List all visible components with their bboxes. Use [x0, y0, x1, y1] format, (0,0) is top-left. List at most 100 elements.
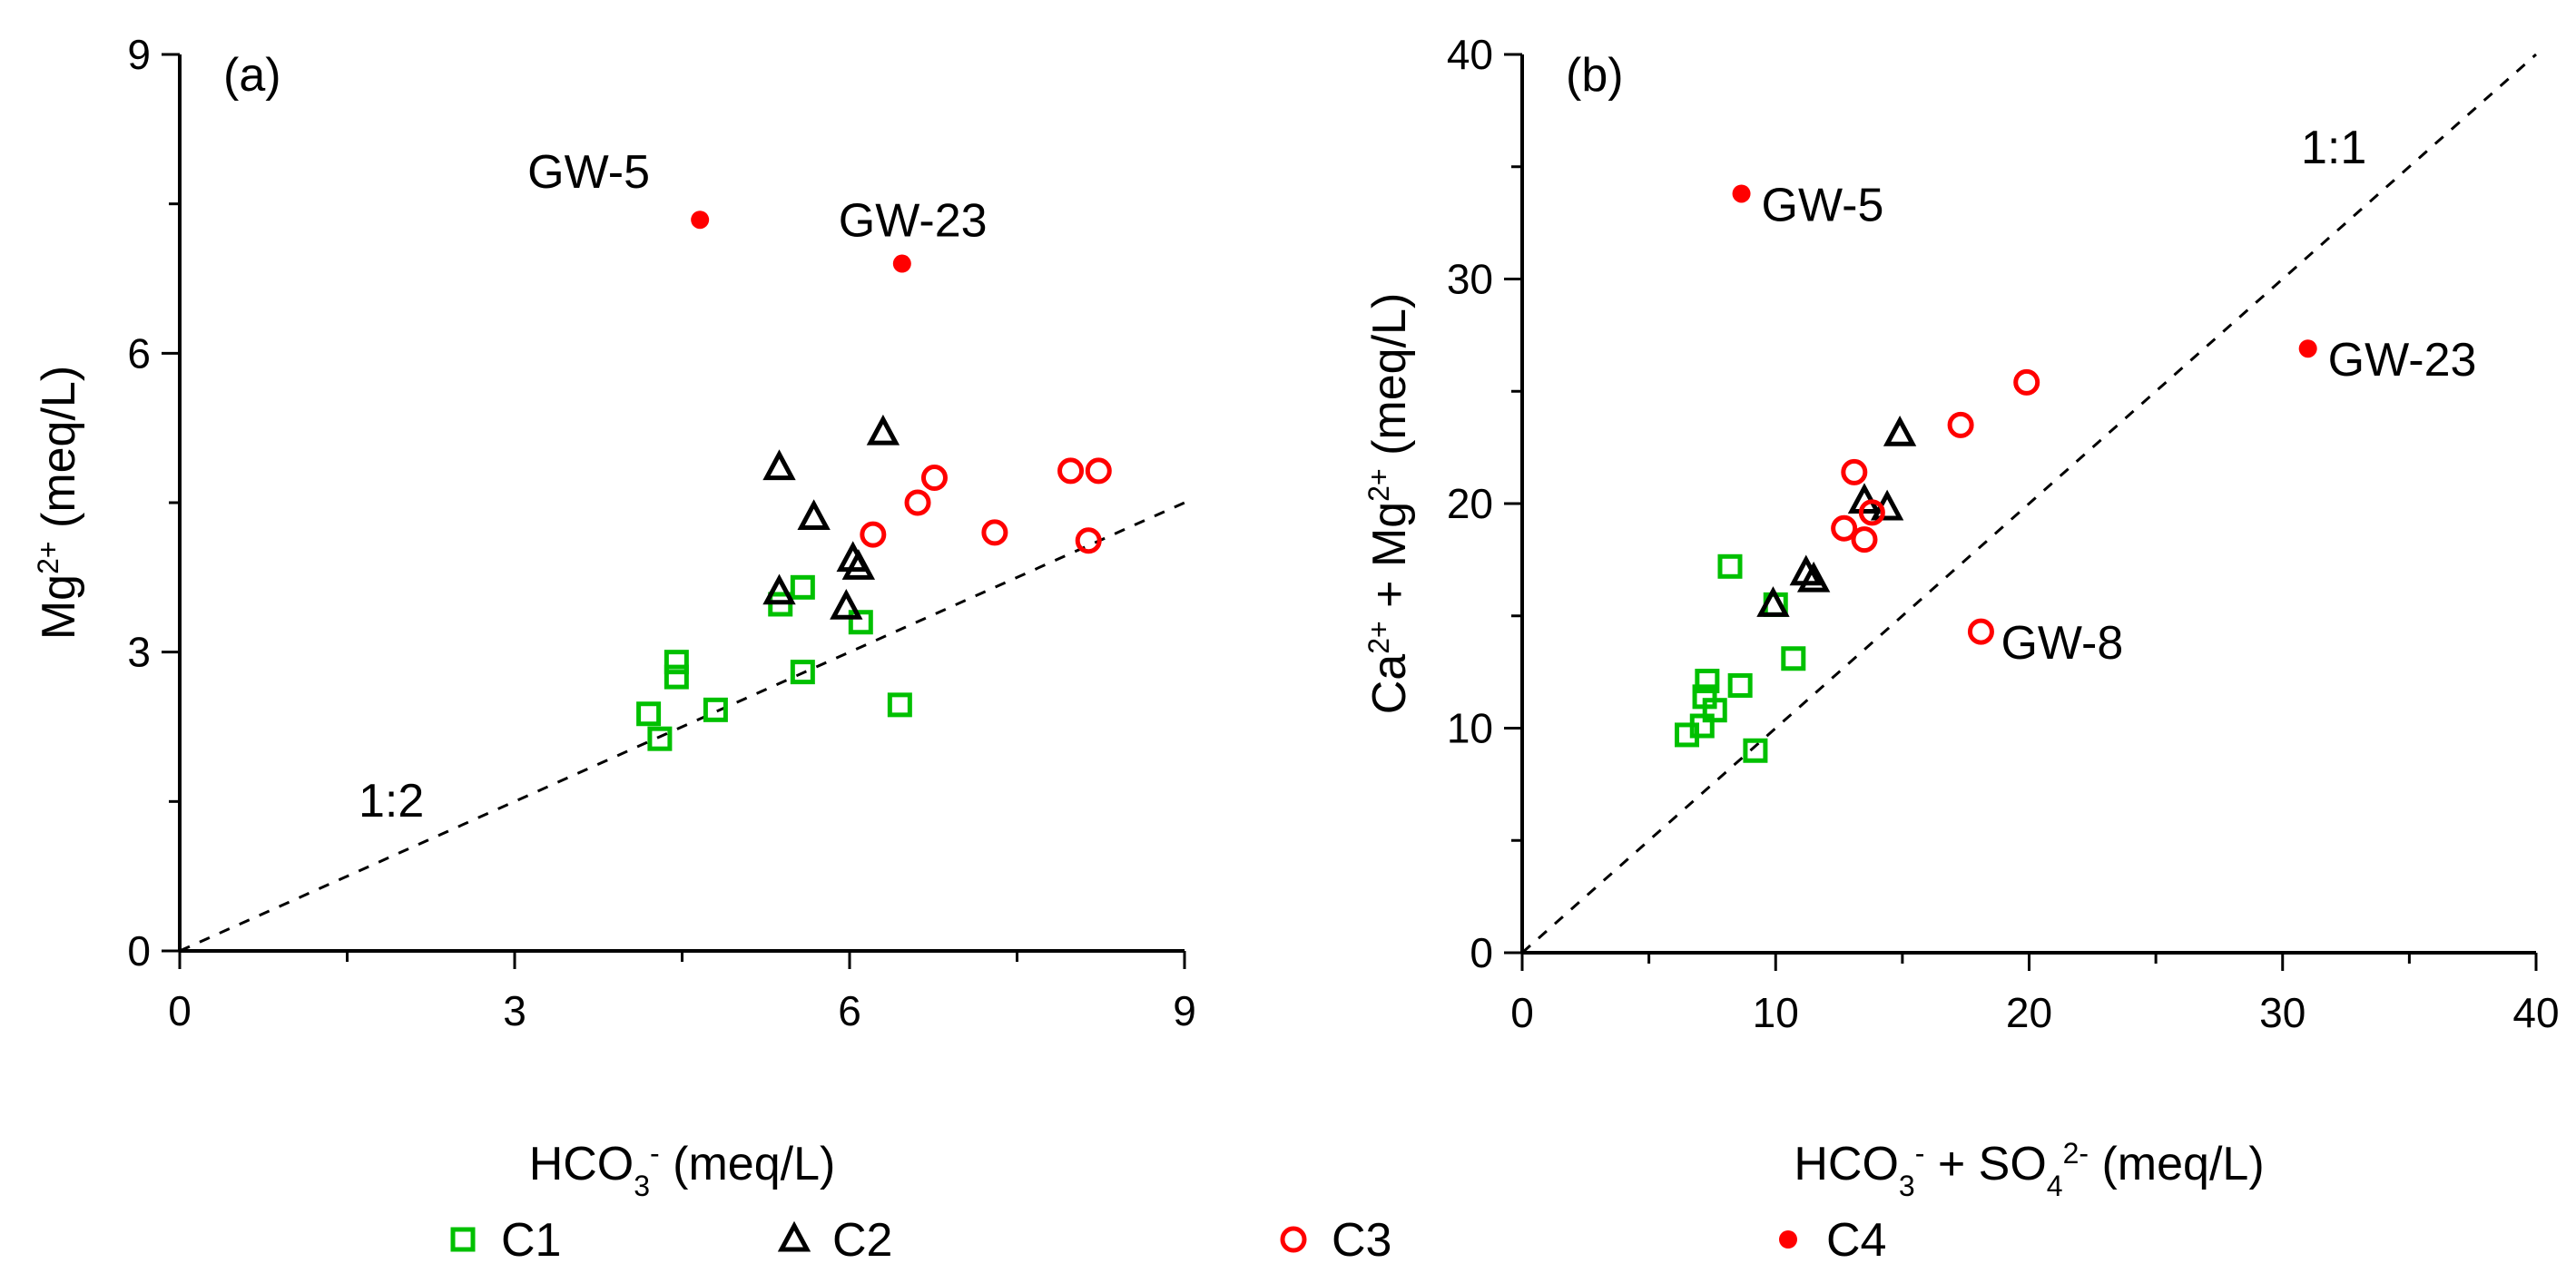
unit: (meq/L) — [660, 1138, 836, 1190]
data-point-c3 — [1057, 457, 1085, 485]
data-point-c3 — [1851, 526, 1878, 553]
sample-label: GW-5 — [1762, 179, 1884, 231]
unit: (meq/L) — [1363, 293, 1416, 469]
sample-label: GW-23 — [839, 195, 988, 248]
x-tick-label: 3 — [503, 987, 526, 1034]
data-point-c3 — [860, 521, 887, 548]
x-tick-label: 40 — [2512, 989, 2559, 1036]
data-point-c1 — [790, 574, 815, 600]
data-point-c1 — [1727, 672, 1753, 698]
sup: 2+ — [1362, 621, 1395, 653]
y-tick-label: 0 — [127, 927, 151, 974]
data-point-c2 — [762, 573, 796, 605]
panel-label: (b) — [1566, 49, 1624, 102]
base: Mg — [33, 574, 85, 640]
panel-b: 0 10 20 30 40 0 10 20 30 40 HCO3- + SO42- (meq/L) C… — [1362, 31, 2560, 1202]
data-point-c2 — [866, 414, 900, 446]
base: HCO — [529, 1138, 634, 1190]
y-tick-label: 9 — [127, 31, 151, 78]
base: + Mg — [1363, 502, 1416, 622]
x-tick-label: 20 — [2006, 989, 2052, 1036]
data-point-c3 — [1085, 457, 1112, 485]
x-tick-label: 10 — [1753, 989, 1799, 1036]
data-point-c1 — [1743, 738, 1768, 763]
sub: 4 — [2047, 1170, 2063, 1202]
reference-line-label: 1:1 — [2301, 122, 2366, 174]
base: + SO — [1924, 1138, 2046, 1190]
data-point-c3 — [904, 489, 931, 516]
panel-label: (a) — [223, 49, 281, 102]
x-tick-label: 30 — [2259, 989, 2306, 1036]
data-point-c4 — [892, 254, 911, 273]
legend-marker-c1 — [450, 1227, 476, 1252]
data-point-c2 — [1756, 586, 1790, 617]
data-point-c3 — [1831, 514, 1858, 542]
data-point-c1 — [664, 650, 689, 675]
legend-label-c2: C2 — [832, 1214, 892, 1267]
x-axis-title: HCO3- + SO42- (meq/L) — [1794, 1137, 2264, 1202]
sample-label: GW-23 — [2328, 334, 2477, 387]
y-tick-label: 20 — [1447, 480, 1493, 527]
y-tick-label: 30 — [1447, 256, 1493, 303]
y-tick-label: 40 — [1447, 31, 1493, 78]
data-point-c1 — [887, 692, 912, 718]
y-axis-title: Mg2+ (meq/L) — [32, 366, 85, 640]
data-point-c2 — [797, 499, 831, 530]
data-point-c1 — [636, 701, 662, 727]
data-point-c4 — [1732, 184, 1751, 203]
legend-label-c1: C1 — [501, 1214, 561, 1267]
sup: 2+ — [1362, 468, 1395, 501]
x-tick-label: 0 — [1510, 989, 1534, 1036]
data-point-c1 — [1702, 698, 1727, 723]
data-point-c1 — [1781, 646, 1806, 671]
data-point-c4 — [691, 211, 710, 230]
sup: 2+ — [32, 541, 64, 573]
base: Ca — [1363, 654, 1416, 715]
unit: (meq/L) — [33, 366, 85, 542]
y-tick-label: 10 — [1447, 705, 1493, 752]
data-point-c2 — [841, 549, 876, 580]
reference-line — [1521, 53, 2537, 955]
x-tick-label: 9 — [1173, 987, 1196, 1034]
sup: - — [650, 1137, 660, 1170]
legend-marker-c2 — [777, 1220, 811, 1252]
data-point-c3 — [1947, 411, 1974, 438]
y-tick-label: 0 — [1470, 929, 1493, 976]
unit: (meq/L) — [2089, 1138, 2265, 1190]
data-point-c1 — [703, 697, 728, 722]
data-point-c1 — [647, 726, 673, 751]
data-point-c3 — [1075, 527, 1102, 554]
data-point-c3 — [2013, 368, 2040, 396]
y-tick-label: 6 — [127, 329, 151, 377]
sup: 2- — [2063, 1137, 2089, 1170]
sub: 3 — [634, 1170, 650, 1202]
data-point-c3 — [981, 519, 1008, 546]
data-point-c2 — [1883, 416, 1917, 446]
data-point-c1 — [790, 660, 815, 685]
legend-marker-c3 — [1280, 1226, 1307, 1253]
legend-marker-c4 — [1779, 1230, 1797, 1249]
data-point-c1 — [664, 664, 689, 690]
sample-label: GW-5 — [527, 146, 650, 199]
y-tick-label: 3 — [127, 629, 151, 676]
legend: C1 C2 C3 C4 — [450, 1214, 1886, 1267]
data-point-c1 — [1695, 669, 1720, 694]
data-point-c2 — [1796, 561, 1831, 593]
x-tick-label: 6 — [838, 987, 861, 1034]
data-point-c1 — [1717, 553, 1743, 579]
sample-label: GW-8 — [2001, 617, 2123, 670]
base: HCO — [1794, 1138, 1899, 1190]
sup: - — [1915, 1137, 1925, 1170]
legend-label-c3: C3 — [1332, 1214, 1391, 1267]
data-point-c2 — [762, 449, 796, 481]
x-axis-title: HCO3- (meq/L) — [529, 1137, 836, 1202]
data-point-c3 — [920, 465, 948, 492]
sub: 3 — [1899, 1170, 1915, 1202]
data-point-c3 — [1858, 499, 1885, 526]
x-tick-label: 0 — [168, 987, 192, 1034]
data-point-c3 — [1841, 458, 1868, 485]
data-point-c4 — [2298, 339, 2317, 358]
legend-label-c4: C4 — [1826, 1214, 1886, 1267]
